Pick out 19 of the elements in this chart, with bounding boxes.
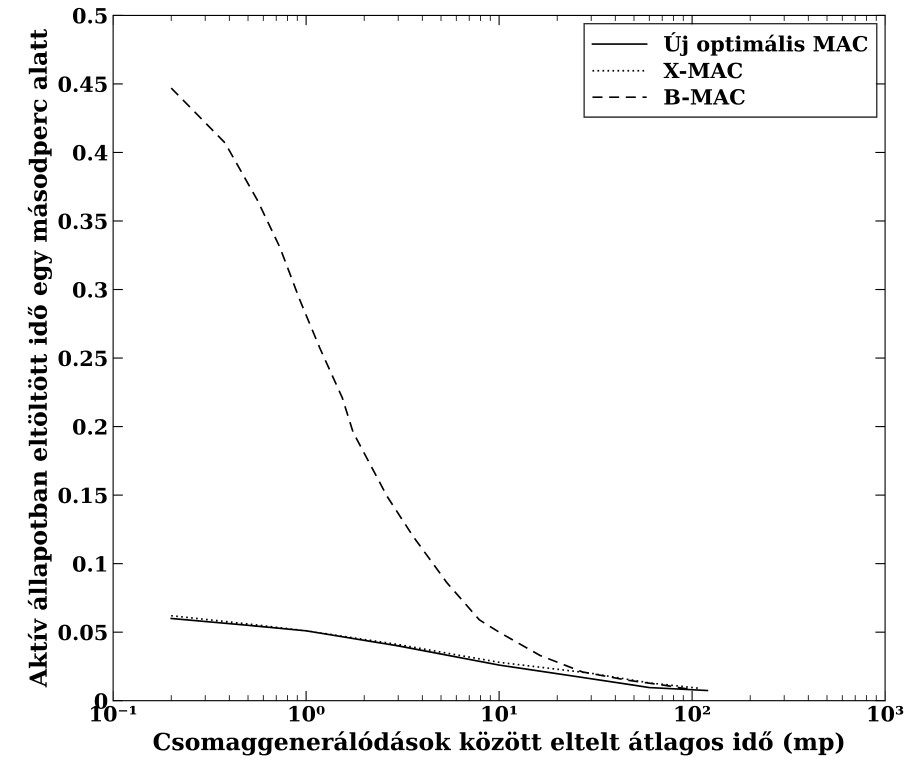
y-tick-label: 0.15 bbox=[58, 488, 107, 504]
x-tick-label: 10⁰ bbox=[290, 706, 325, 722]
y-tick-label: 0.2 bbox=[72, 419, 106, 435]
y-tick-label: 0.4 bbox=[72, 144, 108, 161]
y-tick-label: 0.05 bbox=[58, 624, 107, 640]
x-tick-label: 10³ bbox=[868, 706, 904, 722]
y-tick-label: 0.5 bbox=[72, 8, 107, 24]
legend-label: Új optimális MAC bbox=[664, 32, 868, 56]
x-tick-label: 10¹ bbox=[482, 706, 517, 722]
y-tick-label: 0.45 bbox=[58, 76, 107, 92]
y-tick-label: 0.25 bbox=[58, 350, 107, 366]
y-tick-label: 0.35 bbox=[58, 213, 107, 230]
x-tick-label: 10² bbox=[676, 706, 710, 722]
legend-label: X-MAC bbox=[663, 62, 742, 78]
y-tick-label: 0.1 bbox=[72, 556, 106, 572]
x-axis-title: Csomaggenerálódások között eltelt átlagos idő (mp) bbox=[154, 731, 844, 756]
y-tick-label: 0.3 bbox=[72, 282, 107, 298]
y-axis-title: Aktív állapotban eltöltött idő egy másodperc alatt bbox=[28, 28, 52, 688]
legend-label: B-MAC bbox=[664, 89, 745, 105]
